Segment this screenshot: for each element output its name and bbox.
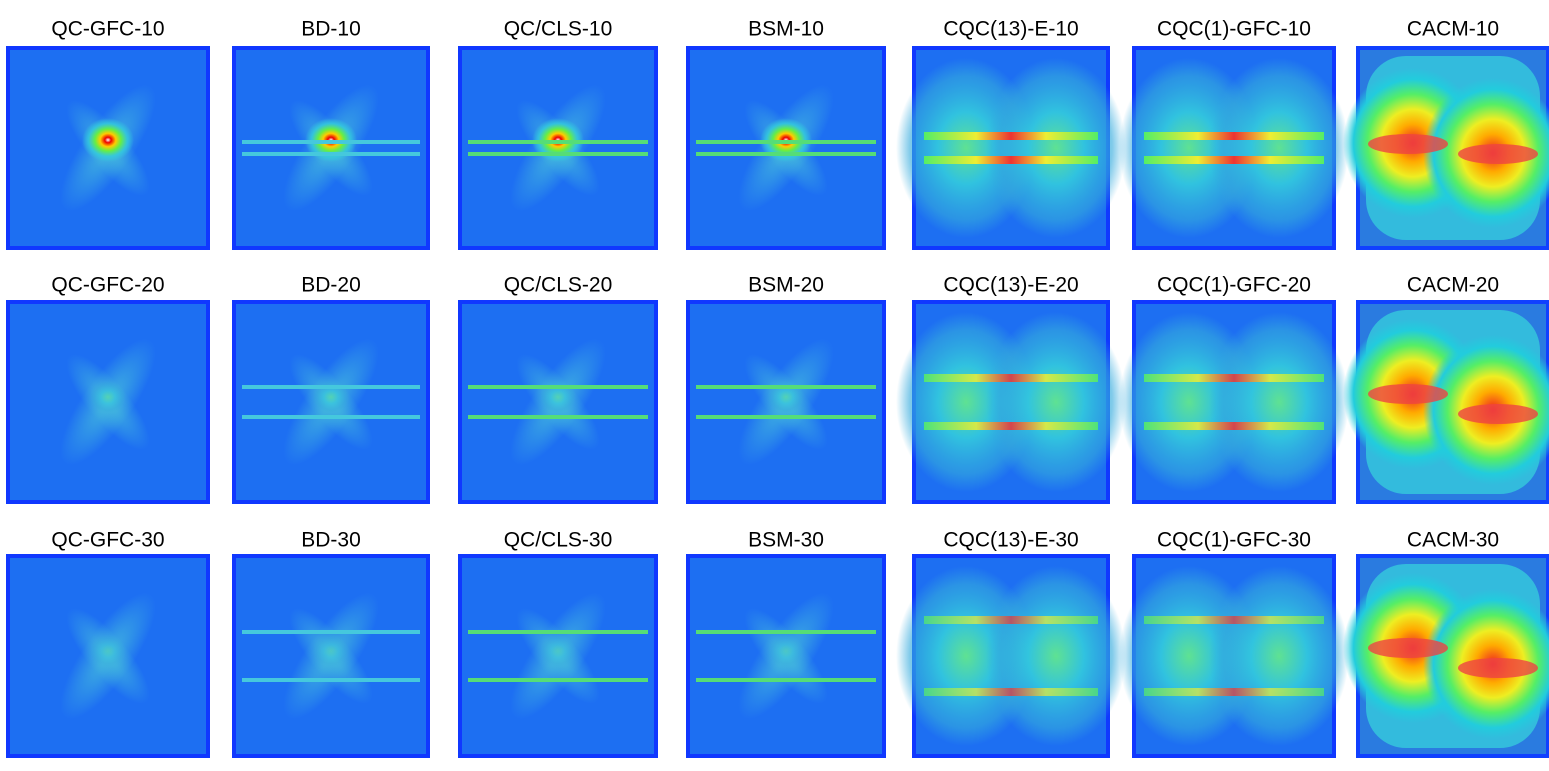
panel-label: CQC(13)-E-10 bbox=[943, 18, 1078, 41]
streak bbox=[1144, 374, 1324, 382]
panel-label: QC/CLS-20 bbox=[504, 274, 613, 297]
streak bbox=[468, 140, 648, 144]
streak bbox=[242, 152, 420, 156]
core bbox=[1458, 144, 1538, 164]
heatmap bbox=[8, 556, 208, 756]
hot-spot bbox=[768, 635, 804, 667]
panel-label: BSM-10 bbox=[748, 18, 824, 41]
cloud bbox=[1209, 312, 1349, 492]
heatmap bbox=[688, 556, 884, 756]
heatmap bbox=[460, 302, 656, 502]
panel-label: BD-10 bbox=[301, 18, 361, 41]
cloud bbox=[1209, 58, 1349, 238]
streak bbox=[468, 415, 648, 419]
core bbox=[1458, 658, 1538, 678]
streak bbox=[1144, 616, 1324, 624]
panel-label: BD-30 bbox=[301, 529, 361, 552]
streak bbox=[696, 630, 876, 634]
streak bbox=[242, 385, 420, 389]
streak bbox=[924, 688, 1098, 696]
streak bbox=[468, 678, 648, 682]
figure: QC-GFC-10 BD-10 QC/CLS-10 BSM-10 CQC(13)-E-1… bbox=[0, 0, 1549, 766]
heatmap bbox=[234, 48, 428, 248]
heatmap bbox=[1343, 48, 1549, 248]
hot-spot bbox=[82, 118, 134, 162]
streak bbox=[696, 678, 876, 682]
heatmap bbox=[234, 302, 428, 502]
streak bbox=[924, 132, 1098, 140]
heatmap bbox=[234, 556, 428, 756]
panel-label: CACM-10 bbox=[1407, 18, 1499, 41]
heatmap bbox=[1343, 302, 1549, 502]
streak bbox=[468, 385, 648, 389]
streak bbox=[468, 152, 648, 156]
heatmap bbox=[1119, 556, 1349, 756]
heatmap bbox=[1343, 556, 1549, 756]
cloud bbox=[986, 58, 1126, 238]
streak bbox=[242, 140, 420, 144]
heatmap bbox=[896, 48, 1126, 248]
heatmap bbox=[460, 48, 656, 248]
streak bbox=[924, 616, 1098, 624]
panel-label: QC/CLS-30 bbox=[504, 529, 613, 552]
panel-label: QC-GFC-10 bbox=[51, 18, 164, 41]
core bbox=[1368, 134, 1448, 154]
hot-spot bbox=[90, 381, 126, 413]
panel-label: BSM-30 bbox=[748, 529, 824, 552]
core bbox=[1368, 384, 1448, 404]
heatmap bbox=[1119, 302, 1349, 502]
heatmap bbox=[460, 556, 656, 756]
streak bbox=[924, 374, 1098, 382]
heatmap bbox=[688, 48, 884, 248]
panel-label: CQC(13)-E-30 bbox=[943, 529, 1078, 552]
streak bbox=[242, 630, 420, 634]
cloud bbox=[1209, 566, 1349, 746]
hot-spot bbox=[90, 635, 126, 667]
panel-label: CQC(1)-GFC-20 bbox=[1157, 274, 1311, 297]
panel-label: BD-20 bbox=[301, 274, 361, 297]
streak bbox=[696, 415, 876, 419]
panel-label: BSM-20 bbox=[748, 274, 824, 297]
core bbox=[1458, 404, 1538, 424]
panel-label: CQC(1)-GFC-10 bbox=[1157, 18, 1311, 41]
panel-label: QC-GFC-30 bbox=[51, 529, 164, 552]
hot-spot bbox=[313, 635, 349, 667]
core bbox=[1368, 638, 1448, 658]
streak bbox=[242, 415, 420, 419]
streak bbox=[468, 630, 648, 634]
heatmap bbox=[8, 302, 208, 502]
panel-label: CQC(13)-E-20 bbox=[943, 274, 1078, 297]
panel-label: QC-GFC-20 bbox=[51, 274, 164, 297]
heatmap bbox=[688, 302, 884, 502]
streak bbox=[696, 152, 876, 156]
panel-label: QC/CLS-10 bbox=[504, 18, 613, 41]
streak bbox=[1144, 688, 1324, 696]
streak bbox=[924, 156, 1098, 164]
streak bbox=[1144, 156, 1324, 164]
cloud bbox=[986, 566, 1126, 746]
panel-label: CQC(1)-GFC-30 bbox=[1157, 529, 1311, 552]
cloud bbox=[986, 312, 1126, 492]
panel-label: CACM-20 bbox=[1407, 274, 1499, 297]
streak bbox=[924, 422, 1098, 430]
streak bbox=[696, 385, 876, 389]
heatmap bbox=[896, 302, 1126, 502]
streak bbox=[696, 140, 876, 144]
hot-spot bbox=[540, 635, 576, 667]
panel-label: CACM-30 bbox=[1407, 529, 1499, 552]
streak bbox=[1144, 422, 1324, 430]
heatmap bbox=[896, 556, 1126, 756]
heatmap bbox=[8, 48, 208, 248]
streak bbox=[1144, 132, 1324, 140]
heatmap bbox=[1119, 48, 1349, 248]
streak bbox=[242, 678, 420, 682]
